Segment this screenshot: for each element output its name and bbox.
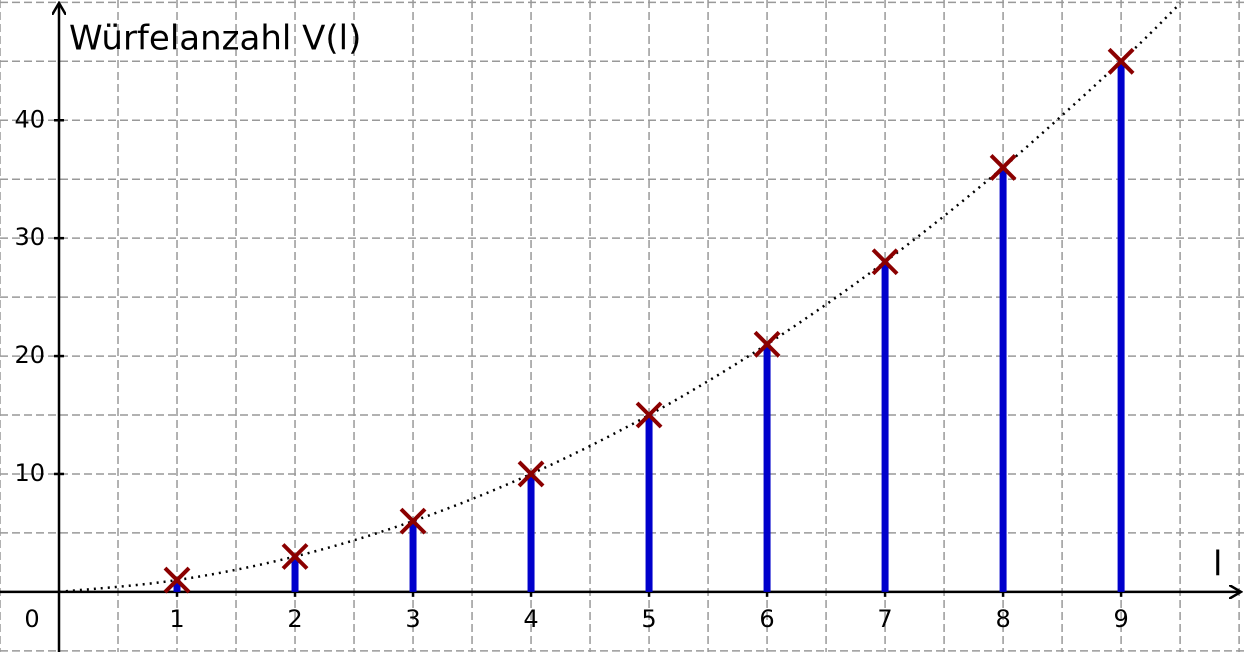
y-tick-label: 30 xyxy=(14,223,45,251)
point-marker xyxy=(871,248,899,276)
curve xyxy=(58,2,1181,594)
y-tick-label: 20 xyxy=(14,341,45,369)
point-marker xyxy=(1107,47,1135,75)
origin-label: 0 xyxy=(24,605,39,633)
x-tick-label: 3 xyxy=(405,605,420,633)
marks xyxy=(58,2,1181,594)
x-tick-label: 5 xyxy=(641,605,656,633)
x-axis-label: l xyxy=(1213,544,1222,584)
point-marker xyxy=(753,330,781,358)
y-tick-label: 40 xyxy=(14,105,45,133)
x-tick-label: 2 xyxy=(287,605,302,633)
axes: 1 2 3 4 5 6 7 8 9 10 20 30 40 0 Würfelanzahl V(l) l xyxy=(0,3,1241,652)
x-tick-label: 7 xyxy=(877,605,892,633)
y-axis-label: Würfelanzahl V(l) xyxy=(69,19,361,59)
x-tick-label: 1 xyxy=(169,605,184,633)
point-marker xyxy=(517,460,545,488)
point-marker xyxy=(989,154,1017,181)
y-tick-label: 10 xyxy=(14,459,45,487)
x-tick-label: 8 xyxy=(995,605,1010,633)
point-marker xyxy=(163,566,191,594)
x-tick-label: 6 xyxy=(759,605,774,633)
x-tick-label: 4 xyxy=(523,605,538,633)
point-marker xyxy=(281,543,309,570)
point-marker xyxy=(635,401,663,429)
x-tick-label: 9 xyxy=(1113,605,1128,633)
point-marker xyxy=(399,507,427,535)
